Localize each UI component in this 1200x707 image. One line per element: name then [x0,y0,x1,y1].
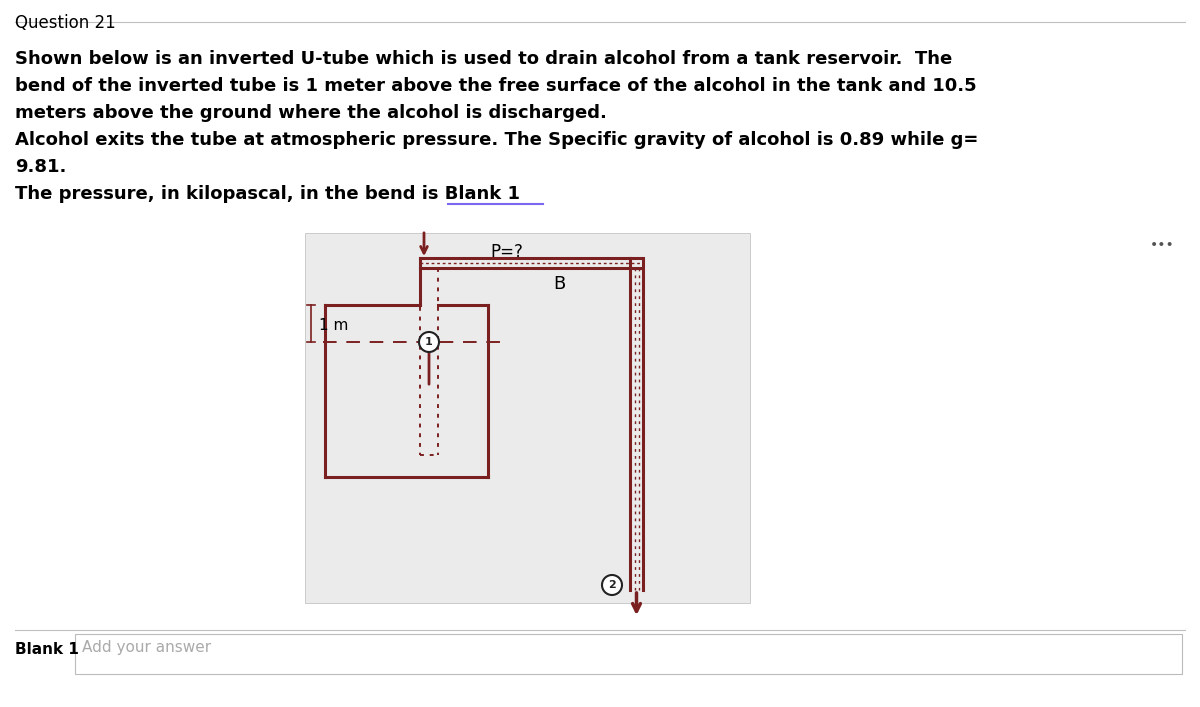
Text: B: B [553,275,565,293]
Text: 1: 1 [425,337,433,347]
Text: Blank 1: Blank 1 [14,642,79,657]
Text: Alcohol exits the tube at atmospheric pressure. The Specific gravity of alcohol : Alcohol exits the tube at atmospheric pr… [14,131,978,149]
Text: P=?: P=? [490,243,523,261]
Bar [305,233,750,603]
Text: •••: ••• [1151,238,1175,252]
Bar [74,634,1182,674]
Text: 2: 2 [608,580,616,590]
Text: bend of the inverted tube is 1 meter above the free surface of the alcohol in th: bend of the inverted tube is 1 meter abo… [14,77,977,95]
Text: 9.81.: 9.81. [14,158,66,176]
Text: meters above the ground where the alcohol is discharged.: meters above the ground where the alcoho… [14,104,607,122]
Text: Question 21: Question 21 [14,14,115,32]
Circle shape [419,332,439,352]
Circle shape [602,575,622,595]
Text: 1 m: 1 m [319,317,348,332]
Text: Add your answer: Add your answer [82,640,211,655]
Text: The pressure, in kilopascal, in the bend is Blank 1: The pressure, in kilopascal, in the bend… [14,185,520,203]
Text: Shown below is an inverted U-tube which is used to drain alcohol from a tank res: Shown below is an inverted U-tube which … [14,50,953,68]
